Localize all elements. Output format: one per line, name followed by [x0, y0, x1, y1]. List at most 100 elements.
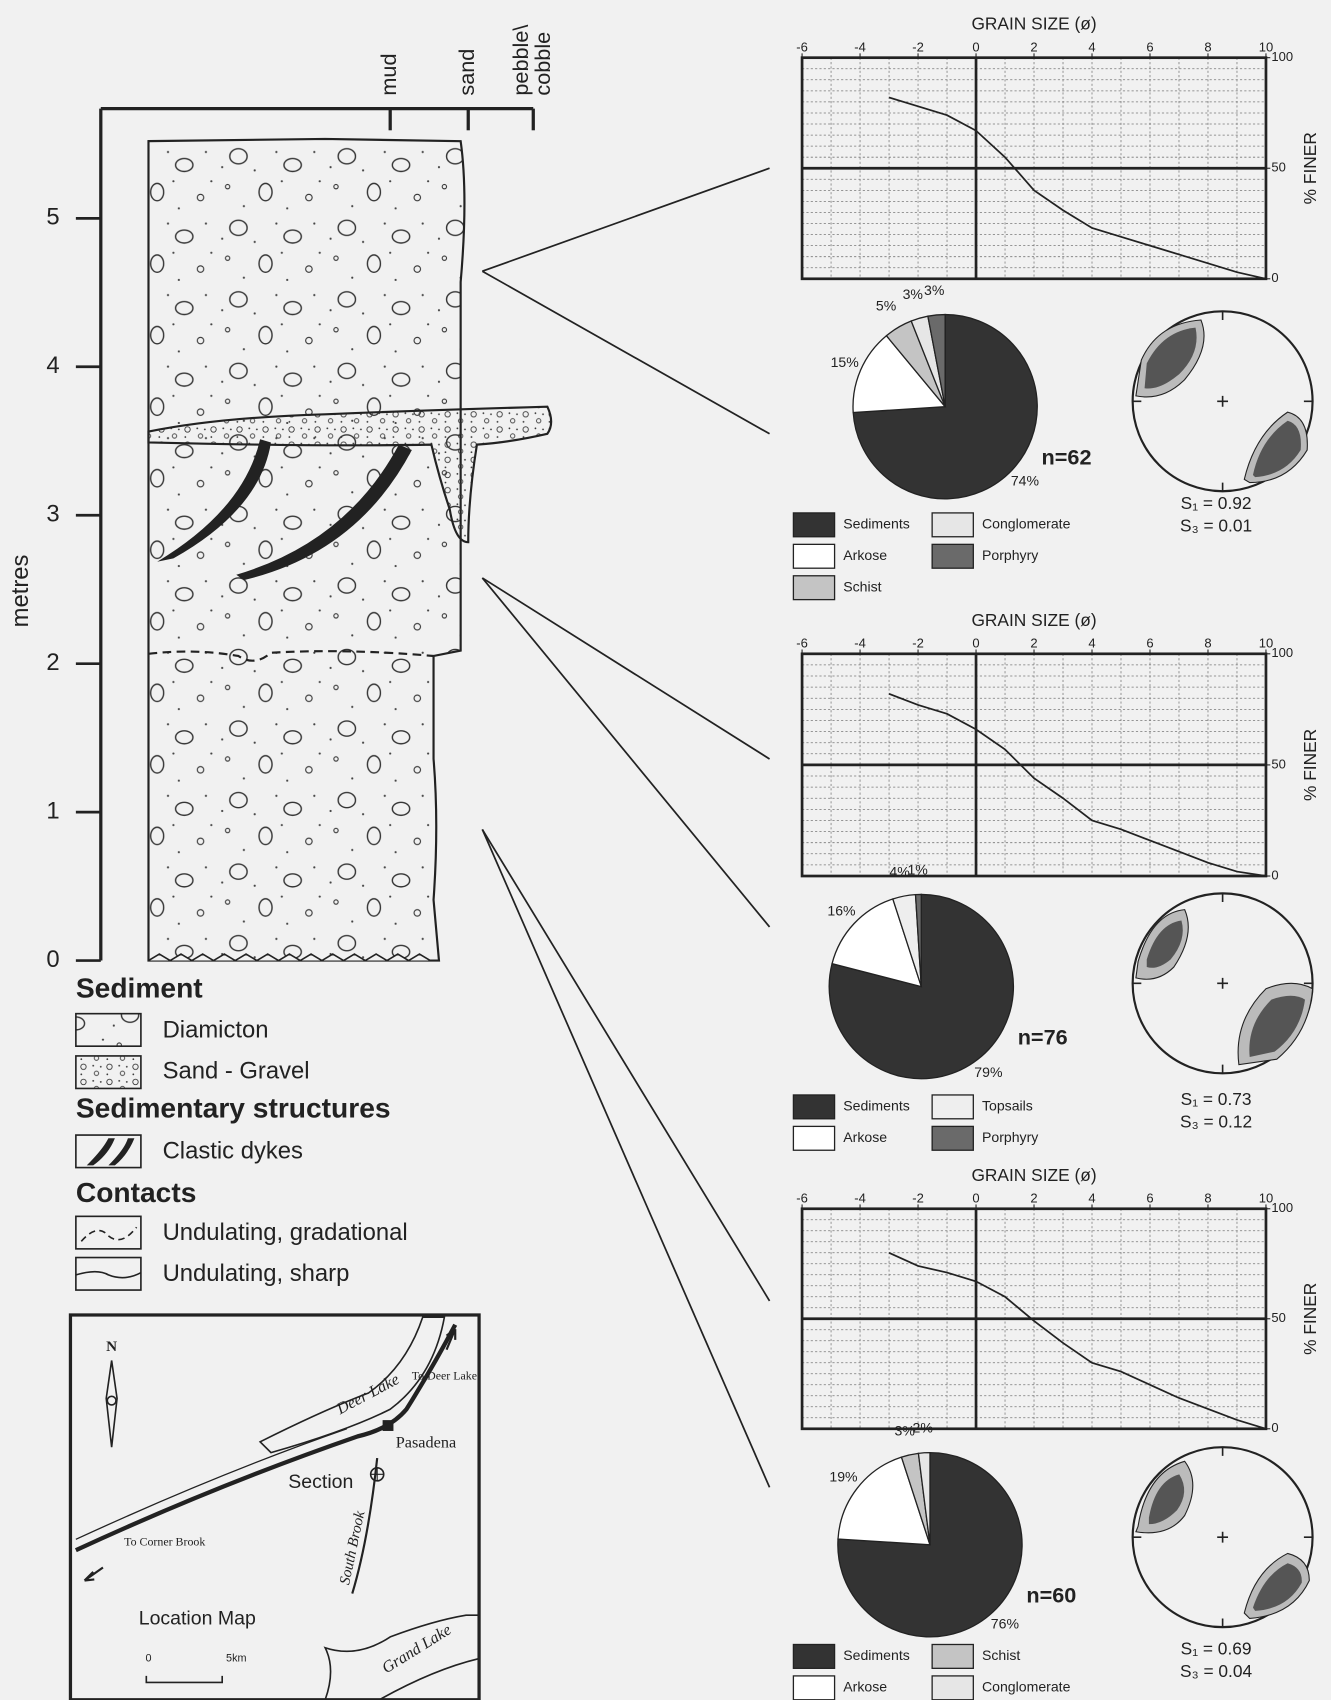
y-tick-label: 0 — [1271, 867, 1278, 882]
x-tick-label: -2 — [912, 636, 924, 651]
value-label: 4% — [889, 863, 910, 879]
legend-label: Schist — [982, 1647, 1020, 1663]
pie-slice — [917, 1451, 931, 1545]
pie-slice — [914, 893, 922, 987]
x-tick-label: 10 — [1259, 39, 1273, 54]
x-tick-label: 8 — [1204, 1190, 1211, 1205]
value-label: 19% — [829, 1468, 858, 1484]
legend-swatch — [931, 1643, 974, 1669]
x-tick-label: 0 — [972, 636, 979, 651]
x-tick-label: -2 — [912, 39, 924, 54]
legend-swatch — [931, 543, 974, 569]
legend-label: Arkose — [843, 1679, 887, 1695]
legend-heading: Sediment — [76, 971, 203, 1003]
y-axis-title: % FINER — [1300, 1283, 1320, 1355]
sample-count: n=76 — [1018, 1024, 1068, 1049]
map-title: Location Map — [139, 1608, 256, 1630]
x-tick-label: 2 — [1030, 636, 1037, 651]
legend-label: Conglomerate — [982, 516, 1071, 532]
x-tick-label: 10 — [1259, 636, 1273, 651]
chart-title: GRAIN SIZE (ø) — [971, 14, 1096, 34]
y-axis-title: % FINER — [1300, 132, 1320, 204]
y-tick-label: 100 — [1271, 645, 1293, 660]
x-tick-label: 8 — [1204, 39, 1211, 54]
y-axis-title: % FINER — [1300, 729, 1320, 801]
legend-swatch — [75, 1215, 142, 1250]
value-label: 76% — [991, 1615, 1020, 1631]
eigenvalue: S₁ = 0.92 — [1181, 493, 1252, 513]
legend-item: Sand - Gravel — [163, 1057, 310, 1084]
legend-heading: Contacts — [76, 1176, 197, 1208]
legend-swatch — [792, 1125, 836, 1151]
column-label: mud — [376, 53, 401, 95]
map-label: To Corner Brook — [124, 1534, 205, 1548]
gradational-contact — [148, 650, 434, 662]
value-label: 3% — [903, 286, 924, 302]
stereonet — [1131, 892, 1314, 1075]
map-label: Section — [288, 1471, 353, 1493]
pie-slice — [828, 893, 1015, 1080]
legend-label: Arkose — [843, 1129, 887, 1145]
y-tick-label: 0 — [1271, 270, 1278, 285]
legend-swatch — [931, 1094, 974, 1120]
grain-size-curve — [888, 1251, 1267, 1430]
value-label: 16% — [827, 902, 856, 918]
x-tick-label: 10 — [1259, 1190, 1273, 1205]
column-label: cobble — [530, 32, 555, 96]
legend-label: Conglomerate — [982, 1679, 1071, 1695]
x-tick-label: 4 — [1088, 1190, 1095, 1205]
legend-heading: Sedimentary structures — [76, 1092, 391, 1124]
x-tick-label: 2 — [1030, 39, 1037, 54]
legend-label: Porphyry — [982, 547, 1039, 563]
legend-item: Undulating, gradational — [163, 1219, 408, 1246]
legend-label: Schist — [843, 578, 881, 594]
x-tick-label: -4 — [854, 1190, 866, 1205]
eigenvalue: S₁ = 0.73 — [1181, 1089, 1252, 1109]
legend-line — [80, 1226, 138, 1242]
legend-label: Sediments — [843, 1098, 910, 1114]
legend-label: Porphyry — [982, 1129, 1039, 1145]
stereonet — [1131, 310, 1314, 493]
y-tick-label: 100 — [1271, 49, 1293, 64]
chart-title: GRAIN SIZE (ø) — [971, 1165, 1096, 1185]
map-label: To Deer Lake — [412, 1368, 477, 1382]
clastic-dyke — [157, 439, 271, 562]
x-tick-label: 6 — [1146, 39, 1153, 54]
stereonet — [1131, 1446, 1314, 1629]
pie-slice — [852, 334, 947, 414]
x-tick-label: -6 — [796, 39, 808, 54]
y-tick-label: 0 — [46, 946, 59, 973]
value-label: 15% — [831, 354, 860, 370]
y-tick-label: 50 — [1271, 756, 1285, 771]
pie-slice — [831, 898, 923, 988]
sand-gravel-bed — [147, 405, 553, 544]
grain-size-curve — [888, 693, 1267, 877]
x-tick-label: 0 — [972, 1190, 979, 1205]
x-tick-label: 4 — [1088, 39, 1095, 54]
y-tick-label: 2 — [46, 649, 59, 676]
legend-swatch — [75, 1134, 142, 1169]
x-tick-label: -2 — [912, 1190, 924, 1205]
y-tick-label: 1 — [46, 797, 59, 824]
eigenvalue: S₁ = 0.69 — [1181, 1638, 1252, 1658]
x-tick-label: -4 — [854, 39, 866, 54]
legend-swatch — [931, 512, 974, 538]
y-tick-label: 0 — [1271, 1420, 1278, 1435]
scale-label: 5km — [226, 1652, 246, 1664]
x-tick-label: 8 — [1204, 636, 1211, 651]
legend-swatch — [931, 1675, 974, 1700]
chart-title: GRAIN SIZE (ø) — [971, 610, 1096, 630]
value-label: 74% — [1011, 472, 1040, 488]
y-tick-label: 4 — [46, 352, 59, 379]
clastic-dyke — [236, 444, 412, 581]
legend-item: Diamicton — [163, 1016, 269, 1043]
value-label: 5% — [876, 298, 897, 314]
x-tick-label: -6 — [796, 1190, 808, 1205]
legend-swatch — [792, 512, 836, 538]
column-label: sand — [454, 49, 479, 96]
eigenvalue: S₃ = 0.04 — [1180, 1661, 1252, 1681]
pie-slice — [927, 313, 946, 407]
y-tick-label: 50 — [1271, 1310, 1285, 1325]
sample-count: n=62 — [1042, 444, 1092, 469]
